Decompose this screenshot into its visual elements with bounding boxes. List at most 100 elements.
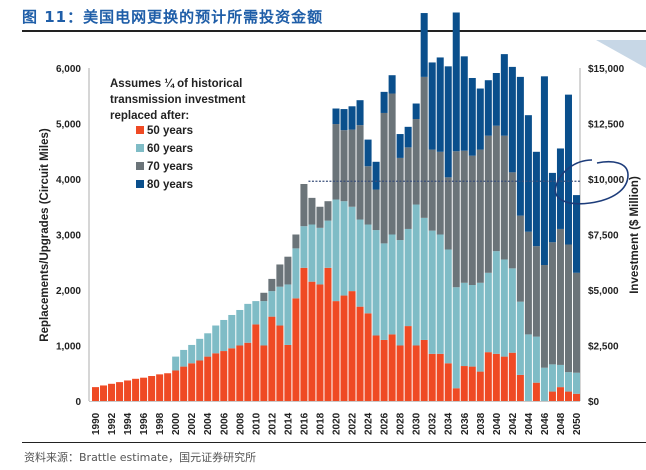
bar-segment-60-years-2041 <box>500 259 508 357</box>
bar-segment-50-years-2005 <box>212 353 220 401</box>
legend-swatch-80-years <box>136 180 144 188</box>
legend-title-line2: transmission investment <box>110 94 246 106</box>
x-tick-label: 2024 <box>364 412 375 435</box>
x-tick-label: 2020 <box>332 412 343 435</box>
bar-segment-50-years-2006 <box>220 351 228 401</box>
bar-segment-50-years-2012 <box>268 316 276 401</box>
x-tick-label: 2038 <box>476 412 487 435</box>
bar-segment-50-years-2007 <box>228 348 236 401</box>
bar-segment-60-years-2022 <box>348 206 356 292</box>
bar-segment-60-years-2026 <box>380 243 388 340</box>
bar-segment-70-years-2046 <box>540 265 548 368</box>
left-tick-label: 5,000 <box>56 120 81 131</box>
bar-segment-70-years-2037 <box>468 155 476 286</box>
bar-segment-80-years-2039 <box>484 80 492 136</box>
bar-segment-80-years-2041 <box>500 54 508 136</box>
bar-segment-80-years-2050 <box>572 195 580 273</box>
bar-segment-50-years-2000 <box>172 370 180 401</box>
bar-segment-70-years-2036 <box>460 150 468 283</box>
bar-segment-60-years-2035 <box>452 287 460 389</box>
bar-segment-50-years-2010 <box>252 324 260 401</box>
left-tick-label: 1,000 <box>56 342 81 353</box>
right-axis-ticks: $0 $2,500 $5,000 $7,500 $10,000 $12,500 $15,00… <box>588 64 625 408</box>
bar-segment-80-years-2022 <box>348 106 356 130</box>
bar-segment-80-years-2020 <box>332 108 340 125</box>
bar-segment-60-years-2005 <box>212 325 220 354</box>
left-tick-label: 2,000 <box>56 286 81 297</box>
bar-segment-50-years-2033 <box>436 353 444 401</box>
bar-segment-60-years-2016 <box>300 226 308 268</box>
bar-segment-60-years-2033 <box>436 234 444 354</box>
left-tick-label: 4,000 <box>56 175 81 186</box>
bar-segment-80-years-2021 <box>340 109 348 131</box>
right-tick-label: $15,000 <box>588 64 625 75</box>
bar-segment-50-years-2035 <box>452 388 460 401</box>
bar-segment-80-years-2026 <box>380 91 388 113</box>
bar-segment-60-years-2013 <box>276 286 284 326</box>
bar-segment-80-years-2036 <box>460 56 468 151</box>
right-tick-label: $12,500 <box>588 120 625 131</box>
legend-label: 60 years <box>147 143 193 155</box>
bar-segment-60-years-2007 <box>228 314 236 349</box>
bar-segment-50-years-2015 <box>292 298 300 401</box>
bar-segment-50-years-2022 <box>348 291 356 401</box>
x-tick-label: 1992 <box>107 412 118 435</box>
bar-segment-70-years-2040 <box>492 125 500 252</box>
bar-segment-50-years-2043 <box>516 374 524 401</box>
bar-segment-60-years-2042 <box>508 268 516 353</box>
bar-segment-80-years-2029 <box>404 126 412 148</box>
bar-segment-60-years-2006 <box>220 319 228 352</box>
right-tick-label: $7,500 <box>588 231 619 242</box>
bar-segment-50-years-2011 <box>260 345 268 401</box>
bar-segment-50-years-1993 <box>116 382 124 401</box>
left-tick-label: 3,000 <box>56 231 81 242</box>
bar-segment-70-years-2023 <box>356 125 364 220</box>
bar-segment-70-years-2017 <box>308 197 316 225</box>
bar-segment-80-years-2046 <box>540 76 548 266</box>
bar-segment-60-years-2031 <box>420 217 428 340</box>
right-axis-title: Investment ($ Million) <box>629 176 641 294</box>
left-axis-ticks: 0 1,000 2,000 3,000 4,000 5,000 6,000 <box>56 64 81 408</box>
bar-segment-50-years-2020 <box>332 301 340 401</box>
bar-segment-50-years-2019 <box>324 267 332 401</box>
x-tick-label: 2048 <box>556 412 567 435</box>
bar-segment-70-years-2019 <box>324 201 332 221</box>
bar-segment-50-years-2040 <box>492 353 500 401</box>
x-tick-label: 2006 <box>219 412 230 435</box>
bar-segment-80-years-2044 <box>524 115 532 232</box>
bar-segment-50-years-2009 <box>244 342 252 401</box>
x-tick-label: 1990 <box>91 412 102 435</box>
bar-segment-70-years-2033 <box>436 151 444 235</box>
bar-segment-70-years-2047 <box>548 242 556 365</box>
bar-segment-60-years-2047 <box>548 364 556 392</box>
bar-segment-60-years-2025 <box>372 230 380 336</box>
bar-segment-60-years-2018 <box>316 227 324 285</box>
bar-segment-60-years-2030 <box>412 204 420 346</box>
bar-segment-70-years-2045 <box>532 246 540 337</box>
bar-segment-60-years-2008 <box>236 309 244 346</box>
bar-segment-60-years-2002 <box>188 344 196 364</box>
bar-segment-50-years-2008 <box>236 345 244 401</box>
bar-segment-70-years-2025 <box>372 189 380 231</box>
bar-segment-70-years-2021 <box>340 130 348 202</box>
legend-label: 50 years <box>147 125 193 137</box>
bar-segment-50-years-2018 <box>316 284 324 401</box>
bar-segment-60-years-2020 <box>332 199 340 302</box>
x-tick-label: 2000 <box>171 412 182 435</box>
bar-segment-50-years-2029 <box>404 326 412 401</box>
bar-segment-60-years-2032 <box>428 230 436 354</box>
bar-segment-80-years-2028 <box>396 134 404 158</box>
bar-segment-70-years-2035 <box>452 151 460 288</box>
bar-segment-50-years-1990 <box>92 387 100 401</box>
bar-segment-60-years-2036 <box>460 282 468 367</box>
bar-segment-50-years-2028 <box>396 345 404 401</box>
bar-segment-70-years-2028 <box>396 157 404 241</box>
x-tick-label: 2014 <box>283 412 294 435</box>
bars-group <box>92 12 580 401</box>
bar-segment-70-years-2016 <box>300 183 308 227</box>
x-tick-label: 2016 <box>299 412 310 435</box>
bar-segment-80-years-2027 <box>388 75 396 94</box>
bar-segment-50-years-2032 <box>428 353 436 401</box>
bar-segment-80-years-2040 <box>492 72 500 126</box>
